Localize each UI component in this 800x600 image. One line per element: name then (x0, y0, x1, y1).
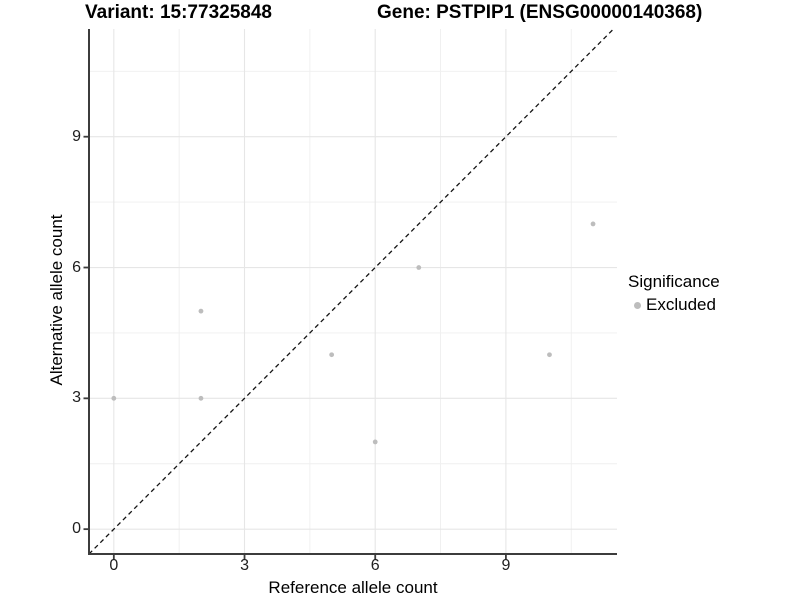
scatter-point (416, 265, 422, 270)
legend-key-dot (634, 301, 641, 309)
scatter-point (547, 352, 552, 358)
scatter-point (111, 395, 117, 401)
y-tick-label: 3 (72, 389, 81, 407)
x-tick-label: 0 (109, 557, 119, 574)
legend: Significance Excluded (628, 272, 720, 315)
plot-title-gene: Gene: PSTPIP1 (ENSG00000140368) (377, 2, 703, 23)
scatter-point (372, 439, 378, 445)
legend-item-excluded: Excluded (634, 295, 720, 315)
legend-title: Significance (628, 272, 720, 291)
y-tick-label: 6 (72, 258, 81, 276)
x-tick-label: 3 (240, 557, 249, 574)
x-axis-label: Reference allele count (268, 578, 438, 597)
scatter-point (198, 308, 204, 314)
y-axis-label: Alternative allele count (47, 214, 66, 386)
y-tick-label: 0 (72, 520, 81, 538)
scatter-point (329, 352, 335, 358)
plot-title-variant: Variant: 15:77325848 (85, 2, 272, 23)
x-tick-label: 9 (501, 557, 511, 574)
y-tick-label: 9 (72, 127, 81, 145)
x-tick-label: 6 (370, 557, 380, 574)
scatter-point (590, 221, 596, 227)
scatter-point (198, 395, 204, 401)
identity-dashed-line (88, 28, 614, 555)
legend-item-label: Excluded (646, 295, 716, 314)
